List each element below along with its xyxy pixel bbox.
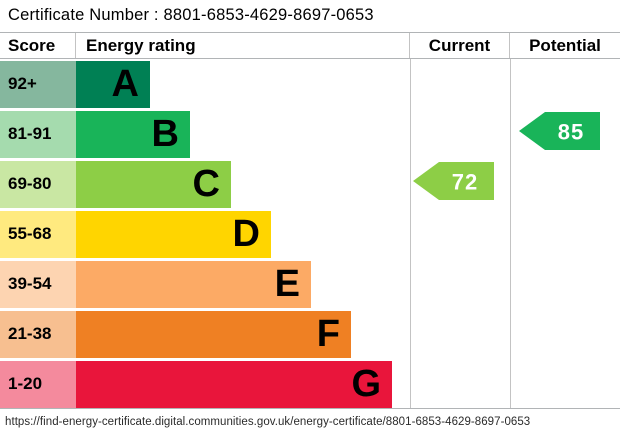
left-pointing-arrow-icon: 85	[519, 112, 600, 150]
band-row: 55-68 D	[0, 209, 620, 259]
current-rating-arrow: 72	[413, 161, 495, 201]
band-row: 81-91 B	[0, 109, 620, 159]
column-divider	[510, 59, 511, 408]
potential-column-header: Potential	[529, 35, 601, 55]
band-row: 39-54 E	[0, 259, 620, 309]
band-row: 1-20 G	[0, 359, 620, 409]
band-rating-bar: G	[76, 360, 392, 408]
band-score-range: 69-80	[0, 160, 76, 208]
certificate-url: https://find-energy-certificate.digital.…	[5, 416, 531, 428]
score-column-header: Score	[0, 33, 76, 58]
band-rating-bar: A	[76, 60, 150, 108]
energy-rating-chart: Score Energy rating Current Potential 92…	[0, 32, 620, 409]
band-score-range: 21-38	[0, 310, 76, 358]
band-score-range: 92+	[0, 60, 76, 108]
column-divider	[410, 59, 411, 408]
band-score-range: 55-68	[0, 210, 76, 258]
left-pointing-arrow-icon: 72	[413, 162, 494, 200]
arrow-shape	[519, 112, 600, 150]
energy-rating-column-header: Energy rating	[76, 33, 410, 58]
band-score-range: 81-91	[0, 110, 76, 158]
certificate-number-title: Certificate Number : 8801-6853-4629-8697…	[8, 6, 374, 24]
current-rating-value: 72	[452, 170, 478, 195]
potential-rating-value: 85	[558, 120, 584, 145]
chart-header-row: Score Energy rating Current Potential	[0, 32, 620, 59]
band-row: 69-80 C	[0, 159, 620, 209]
potential-rating-arrow: 85	[519, 111, 601, 151]
band-rating-bar: F	[76, 310, 351, 358]
band-rating-bar: B	[76, 110, 190, 158]
band-rating-bar: D	[76, 210, 271, 258]
band-rating-bar: C	[76, 160, 231, 208]
band-row: 21-38 F	[0, 309, 620, 359]
arrow-shape	[413, 162, 494, 200]
current-column-header: Current	[410, 33, 510, 58]
chart-body: 92+ A 81-91 B 69-80 C 55-68 D 39-54 E 21…	[0, 59, 620, 409]
band-score-range: 1-20	[0, 360, 76, 408]
band-score-range: 39-54	[0, 260, 76, 308]
band-row: 92+ A	[0, 59, 620, 109]
band-rating-bar: E	[76, 260, 311, 308]
